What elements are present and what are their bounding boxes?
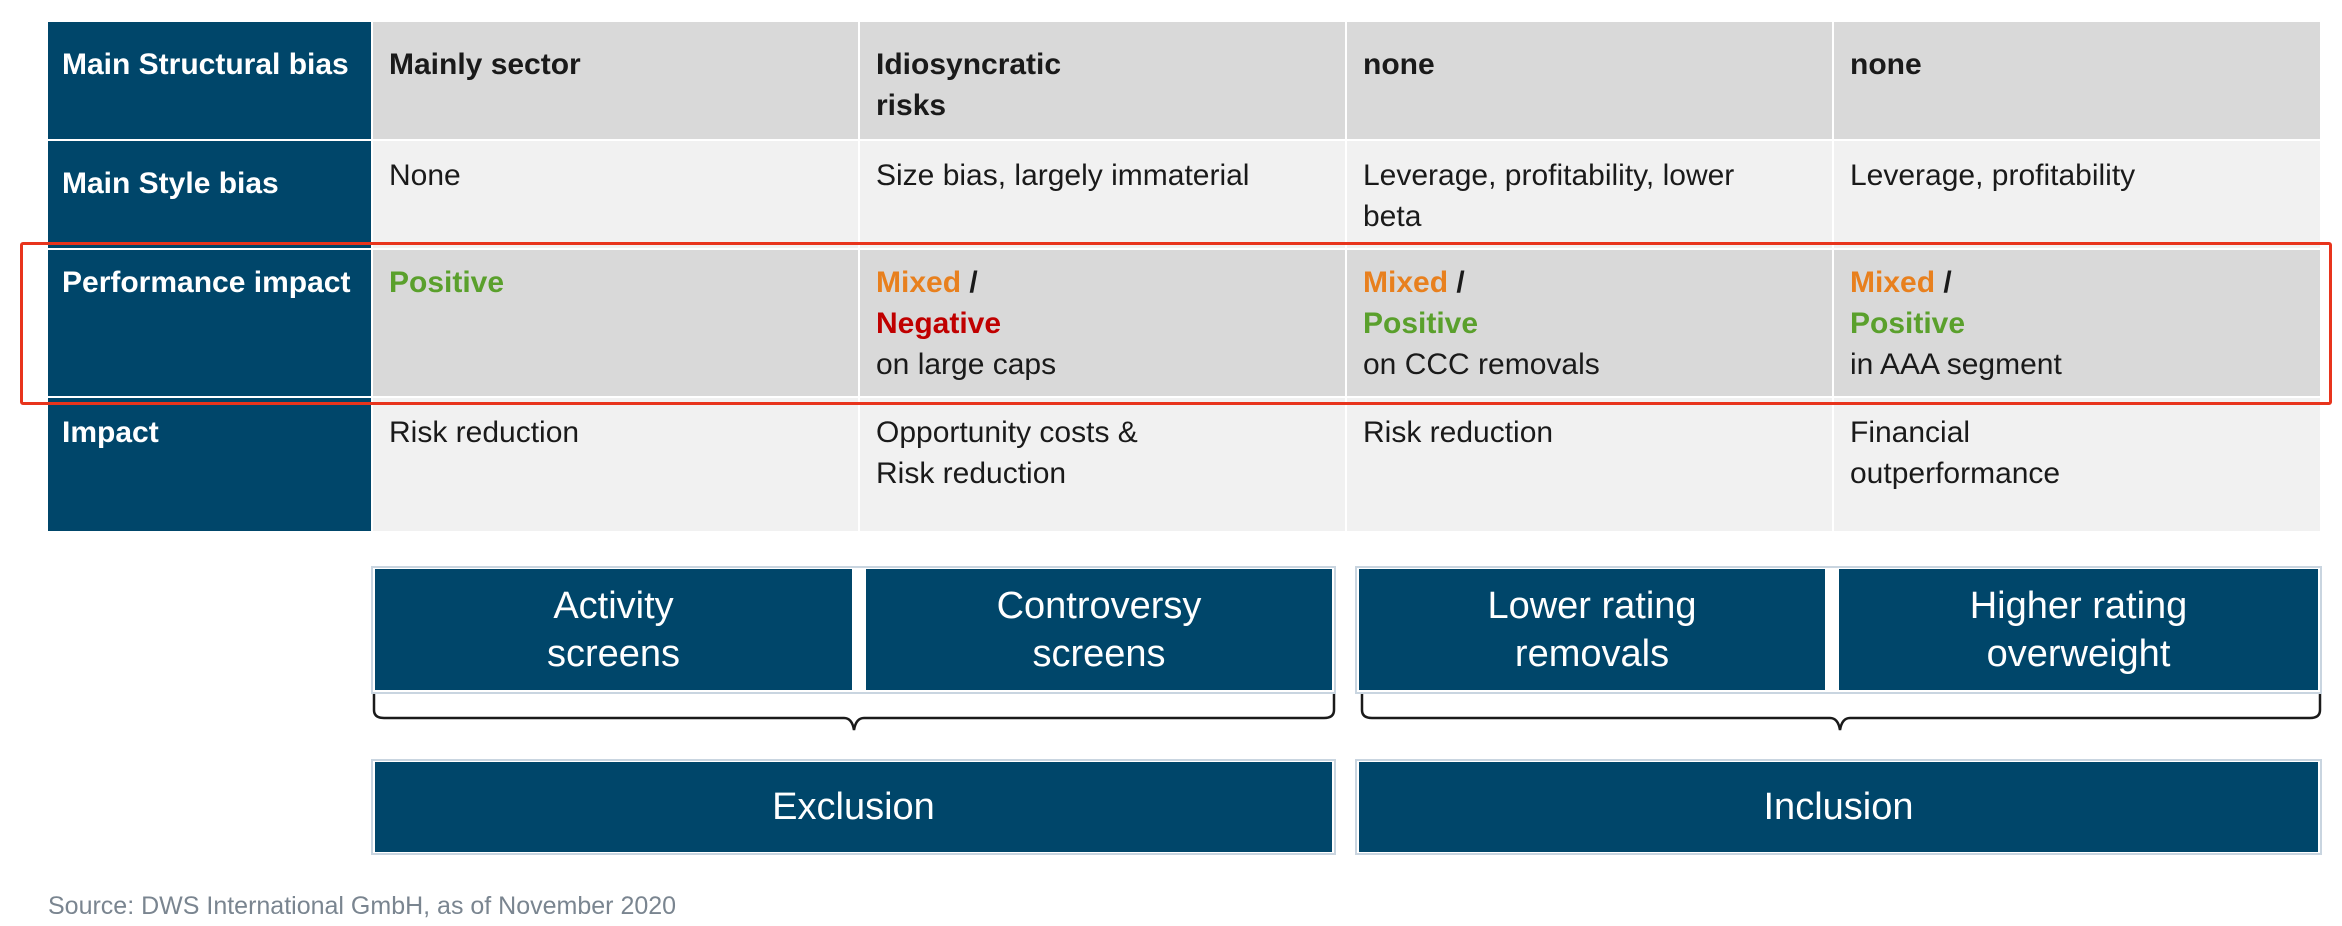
cell-style-bias-activity: None: [373, 141, 858, 248]
cell-text: none: [1850, 48, 1922, 81]
row-header-label: Performance impact: [62, 266, 351, 299]
group-frame-inclusion: [1355, 759, 2322, 855]
cell-text: Leverage, profitability: [1850, 159, 2136, 192]
cell-style-bias-higher-rating: Leverage, profitability: [1834, 141, 2320, 248]
cell-impact-higher-rating: Financial outperformance: [1834, 398, 2320, 531]
approach-higher-rating-overweight: Higher rating overweight: [1839, 569, 2318, 690]
performance-slash: /: [969, 266, 978, 299]
row-header-performance-impact: Performance impact: [48, 250, 371, 396]
performance-primary-label: Mixed: [1850, 266, 1936, 299]
performance-secondary-label: Positive: [1363, 307, 1479, 340]
approach-activity-screens: Activity screens: [375, 569, 852, 690]
exclusion-brace: [372, 694, 1336, 731]
source-note: Source: DWS International GmbH, as of No…: [48, 892, 677, 920]
row-header-label: Impact: [62, 416, 159, 449]
cell-structural-bias-higher-rating: none: [1834, 22, 2320, 139]
cell-text: Opportunity costs & Risk reduction: [876, 416, 1138, 490]
performance-primary-label: Mixed: [876, 266, 962, 299]
cell-text: Risk reduction: [1363, 416, 1554, 449]
cell-structural-bias-activity: Mainly sector: [373, 22, 858, 139]
cell-text: Size bias, largely immaterial: [876, 159, 1250, 192]
cell-impact-activity: Risk reduction: [373, 398, 858, 531]
row-header-impact: Impact: [48, 398, 371, 531]
performance-detail: in AAA segment: [1850, 348, 2062, 381]
row-header-label: Main Style bias: [62, 167, 279, 200]
performance-detail: on CCC removals: [1363, 348, 1600, 381]
group-exclusion: Exclusion: [375, 762, 1332, 852]
cell-text: none: [1363, 48, 1435, 81]
cell-structural-bias-controversy: Idiosyncratic risks: [860, 22, 1345, 139]
approach-lower-rating-removals: Lower rating removals: [1359, 569, 1825, 690]
cell-performance-higher-rating: Mixed / Positive in AAA segment: [1834, 250, 2320, 396]
cell-impact-controversy: Opportunity costs & Risk reduction: [860, 398, 1345, 531]
performance-detail: on large caps: [876, 348, 1057, 381]
performance-primary-label: Positive: [389, 266, 505, 299]
row-header-label: Main Structural bias: [62, 48, 349, 81]
approach-group-frame-exclusion: [371, 566, 1336, 694]
group-inclusion: Inclusion: [1359, 762, 2318, 852]
cell-structural-bias-lower-rating: none: [1347, 22, 1832, 139]
approach-label: Higher rating overweight: [1969, 584, 2188, 675]
group-frame-exclusion: [371, 759, 1336, 855]
approach-label: Controversy screens: [996, 584, 1202, 675]
performance-slash: /: [1943, 266, 1952, 299]
performance-primary-label: Mixed: [1363, 266, 1449, 299]
performance-secondary-label: Negative: [876, 307, 1002, 340]
cell-performance-controversy: Mixed / Negative on large caps: [860, 250, 1345, 396]
cell-text: Risk reduction: [389, 416, 580, 449]
approach-group-frame-inclusion: [1355, 566, 2322, 694]
cell-text: Financial outperformance: [1850, 416, 2061, 490]
grouping-braces: [372, 694, 2322, 731]
comparison-table: Main Structural bias Mainly sector Idios…: [20, 22, 2332, 531]
row-header-style-bias: Main Style bias: [48, 141, 371, 248]
performance-secondary-label: Positive: [1850, 307, 1966, 340]
cell-text: None: [389, 159, 461, 192]
performance-slash: /: [1456, 266, 1465, 299]
cell-text: Mainly sector: [389, 48, 581, 81]
approach-controversy-screens: Controversy screens: [866, 569, 1332, 690]
group-label: Exclusion: [772, 786, 935, 828]
cell-performance-activity: Positive: [373, 250, 858, 396]
cell-style-bias-controversy: Size bias, largely immaterial: [860, 141, 1345, 248]
cell-text: Idiosyncratic risks: [876, 48, 1062, 122]
cell-impact-lower-rating: Risk reduction: [1347, 398, 1832, 531]
cell-performance-lower-rating: Mixed / Positive on CCC removals: [1347, 250, 1832, 396]
inclusion-brace: [1360, 694, 2322, 731]
approach-label: Lower rating removals: [1487, 584, 1697, 675]
group-label: Inclusion: [1763, 786, 1914, 828]
cell-text: Leverage, profitability, lower beta: [1363, 159, 1735, 233]
row-header-structural-bias: Main Structural bias: [48, 22, 371, 139]
cell-style-bias-lower-rating: Leverage, profitability, lower beta: [1347, 141, 1832, 248]
approach-label: Activity screens: [546, 584, 681, 675]
